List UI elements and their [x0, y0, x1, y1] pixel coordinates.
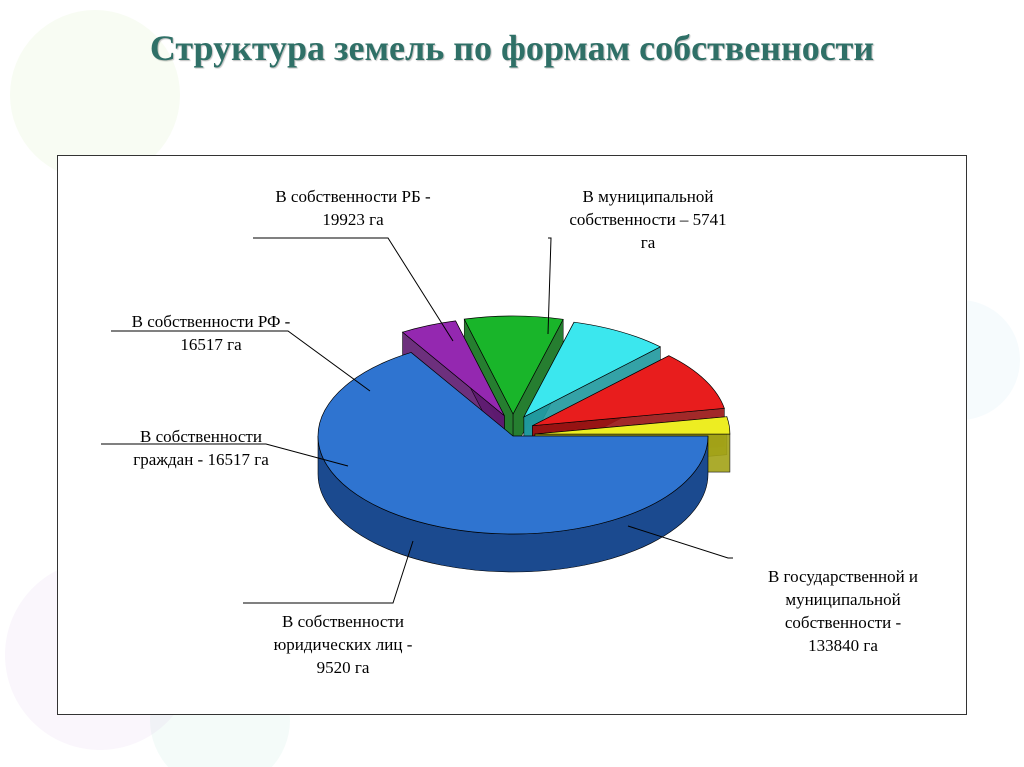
pie-chart-frame: В государственной и муниципальной собств… — [57, 155, 967, 715]
leader-juridical — [243, 541, 413, 603]
label-gov_muni: В государственной и муниципальной собств… — [738, 566, 948, 658]
label-municipal: В муниципальной собственности – 5741 га — [543, 186, 753, 255]
label-rb: В собственности РБ - 19923 га — [248, 186, 458, 232]
label-citizens: В собственности граждан - 16517 га — [96, 426, 306, 472]
page-title: Структура земель по формам собственности — [0, 28, 1024, 69]
label-juridical: В собственности юридических лиц - 9520 г… — [238, 611, 448, 680]
label-rf: В собственности РФ - 16517 га — [106, 311, 316, 357]
